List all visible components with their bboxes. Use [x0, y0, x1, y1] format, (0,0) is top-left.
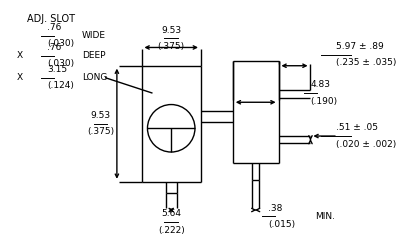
Text: 4.83: 4.83 — [310, 80, 330, 90]
Text: (.020 ± .002): (.020 ± .002) — [336, 140, 396, 149]
Text: .51 ± .05: .51 ± .05 — [336, 123, 378, 132]
Text: (.030): (.030) — [48, 39, 75, 48]
Text: (.375): (.375) — [87, 127, 114, 136]
Text: 5.64: 5.64 — [161, 209, 181, 218]
Text: LONG: LONG — [82, 73, 108, 82]
Text: (.030): (.030) — [48, 59, 75, 68]
Text: MIN.: MIN. — [315, 212, 335, 221]
Text: X: X — [16, 51, 22, 60]
Text: 9.53: 9.53 — [90, 111, 110, 120]
Text: 5.97 ± .89: 5.97 ± .89 — [336, 42, 384, 51]
Text: (.375): (.375) — [158, 42, 185, 51]
Text: (.190): (.190) — [310, 97, 338, 106]
Text: .76: .76 — [48, 23, 62, 32]
Text: .38: .38 — [268, 204, 283, 213]
Text: 3.15: 3.15 — [48, 65, 68, 74]
Text: (.222): (.222) — [158, 226, 184, 234]
Text: (.235 ± .035): (.235 ± .035) — [336, 59, 396, 67]
Text: ADJ. SLOT: ADJ. SLOT — [27, 14, 75, 24]
Text: (.124): (.124) — [48, 81, 74, 90]
Text: 9.53: 9.53 — [161, 26, 181, 35]
Text: X: X — [16, 73, 22, 82]
Text: (.015): (.015) — [268, 220, 296, 229]
Text: .76: .76 — [48, 43, 62, 52]
Text: WIDE: WIDE — [82, 31, 106, 40]
Text: DEEP: DEEP — [82, 51, 106, 60]
